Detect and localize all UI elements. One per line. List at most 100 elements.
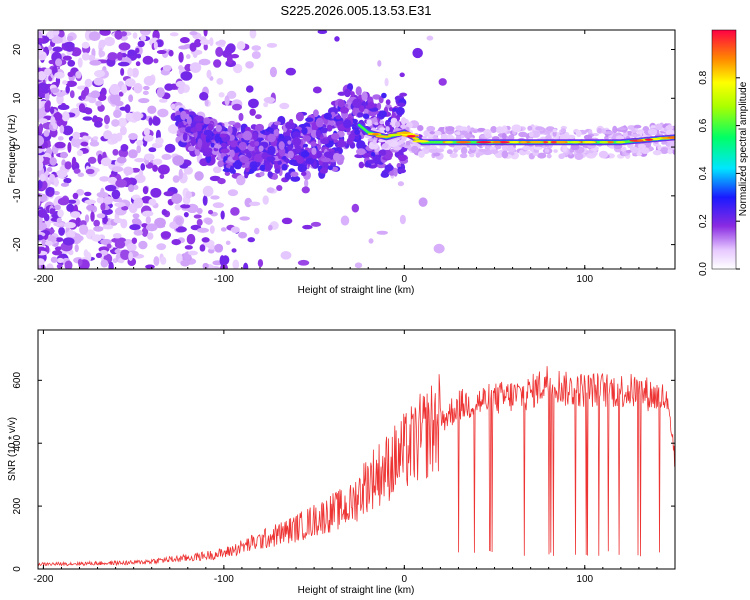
noise-blob: [41, 239, 46, 247]
ridge-blob: [190, 126, 198, 134]
noise-blob: [57, 197, 70, 206]
noise-blob: [133, 197, 144, 209]
noise-blob: [199, 39, 211, 45]
halo-blob: [372, 139, 377, 145]
ridge-blob: [363, 108, 369, 114]
noise-blob: [159, 174, 165, 179]
ridge-blob: [222, 168, 232, 173]
noise-blob: [136, 139, 144, 146]
hot-spot: [375, 135, 392, 138]
ridge-blob: [358, 161, 365, 169]
ridge-blob: [252, 131, 258, 141]
halo-blob: [525, 150, 531, 155]
noise-blob: [108, 261, 114, 269]
noise-blob: [90, 211, 95, 222]
halo-blob: [560, 153, 566, 159]
ridge-blob: [370, 151, 376, 157]
noise-blob: [57, 30, 65, 38]
halo-blob: [445, 126, 455, 132]
halo-blob: [405, 140, 411, 146]
noise-blob: [397, 181, 404, 187]
ridge-blob: [384, 119, 390, 127]
noise-blob: [46, 263, 54, 269]
noise-blob: [175, 226, 187, 233]
noise-blob: [210, 195, 220, 200]
noise-blob: [132, 213, 140, 219]
y-tick-label: 600: [12, 372, 23, 389]
noise-blob: [114, 100, 124, 107]
noise-blob: [54, 71, 65, 79]
spectrogram-y-label: Frequency (Hz): [7, 115, 18, 184]
ridge-blob: [220, 148, 230, 154]
hot-spot: [372, 133, 379, 136]
noise-blob: [161, 153, 172, 161]
noise-blob: [80, 141, 89, 147]
halo-blob: [400, 124, 407, 129]
spectrogram-x-label: Height of straight line (km): [298, 285, 415, 296]
halo-blob: [401, 136, 407, 142]
noise-blob: [203, 30, 208, 37]
colorbar-tick-label: 0.2: [698, 214, 709, 228]
noise-blob: [71, 156, 77, 168]
halo-blob: [534, 146, 543, 150]
noise-blob: [152, 116, 161, 126]
noise-blob: [377, 60, 382, 67]
noise-blob: [106, 221, 111, 226]
noise-blob: [106, 243, 112, 249]
noise-blob: [201, 237, 210, 243]
ridge-blob: [326, 124, 333, 132]
noise-blob: [153, 58, 159, 64]
hot-spot: [644, 138, 653, 141]
noise-blob: [131, 237, 138, 244]
noise-blob: [53, 112, 63, 121]
noise-blob: [83, 249, 89, 258]
noise-blob: [215, 46, 224, 58]
noise-blob: [38, 118, 48, 124]
noise-blob: [38, 99, 43, 108]
noise-blob: [276, 184, 283, 191]
noise-blob: [209, 37, 214, 47]
noise-blob: [438, 78, 447, 86]
noise-blob: [302, 224, 313, 230]
noise-blob: [38, 208, 48, 218]
noise-blob: [49, 208, 55, 215]
ridge-blob: [395, 106, 405, 116]
halo-blob: [381, 143, 389, 149]
ridge-blob: [310, 141, 317, 147]
spectrogram-y-ticks: -20 -10 0 10 20: [12, 44, 675, 252]
ridge-blob: [385, 99, 391, 105]
halo-blob: [531, 130, 541, 135]
noise-blob: [144, 153, 155, 161]
ridge-blob: [251, 164, 258, 172]
ridge-blob: [259, 164, 266, 172]
noise-blob: [121, 206, 129, 211]
ridge-blob: [285, 122, 295, 130]
ridge-blob: [239, 156, 250, 164]
noise-blob: [54, 204, 61, 211]
noise-blob: [116, 156, 127, 164]
ridge-blob: [313, 109, 319, 118]
noise-blob: [155, 137, 164, 145]
ridge-blob: [178, 121, 184, 129]
noise-blob: [145, 264, 155, 269]
ridge-blob: [220, 142, 227, 148]
x-tick-label: -200: [33, 274, 53, 285]
x-tick-label: 0: [402, 574, 408, 585]
noise-blob: [61, 111, 70, 122]
snr-panel: -200 -100 0 100 0 200 400 600 Height of straig…: [7, 329, 676, 596]
noise-blob: [62, 125, 74, 136]
noise-blob: [354, 262, 363, 269]
noise-blob: [212, 166, 222, 174]
ridge-blob: [229, 140, 238, 148]
hot-spot: [476, 140, 492, 144]
noise-blob: [75, 70, 82, 79]
hot-spot: [399, 131, 411, 134]
halo-blob: [425, 144, 431, 149]
noise-blob: [212, 202, 225, 209]
x-tick-label: 100: [576, 574, 593, 585]
colorbar-tick-label: 0.8: [698, 70, 709, 84]
noise-blob: [69, 90, 75, 99]
halo-blob: [636, 152, 643, 157]
noise-blob: [62, 80, 68, 85]
noise-blob: [111, 119, 120, 127]
